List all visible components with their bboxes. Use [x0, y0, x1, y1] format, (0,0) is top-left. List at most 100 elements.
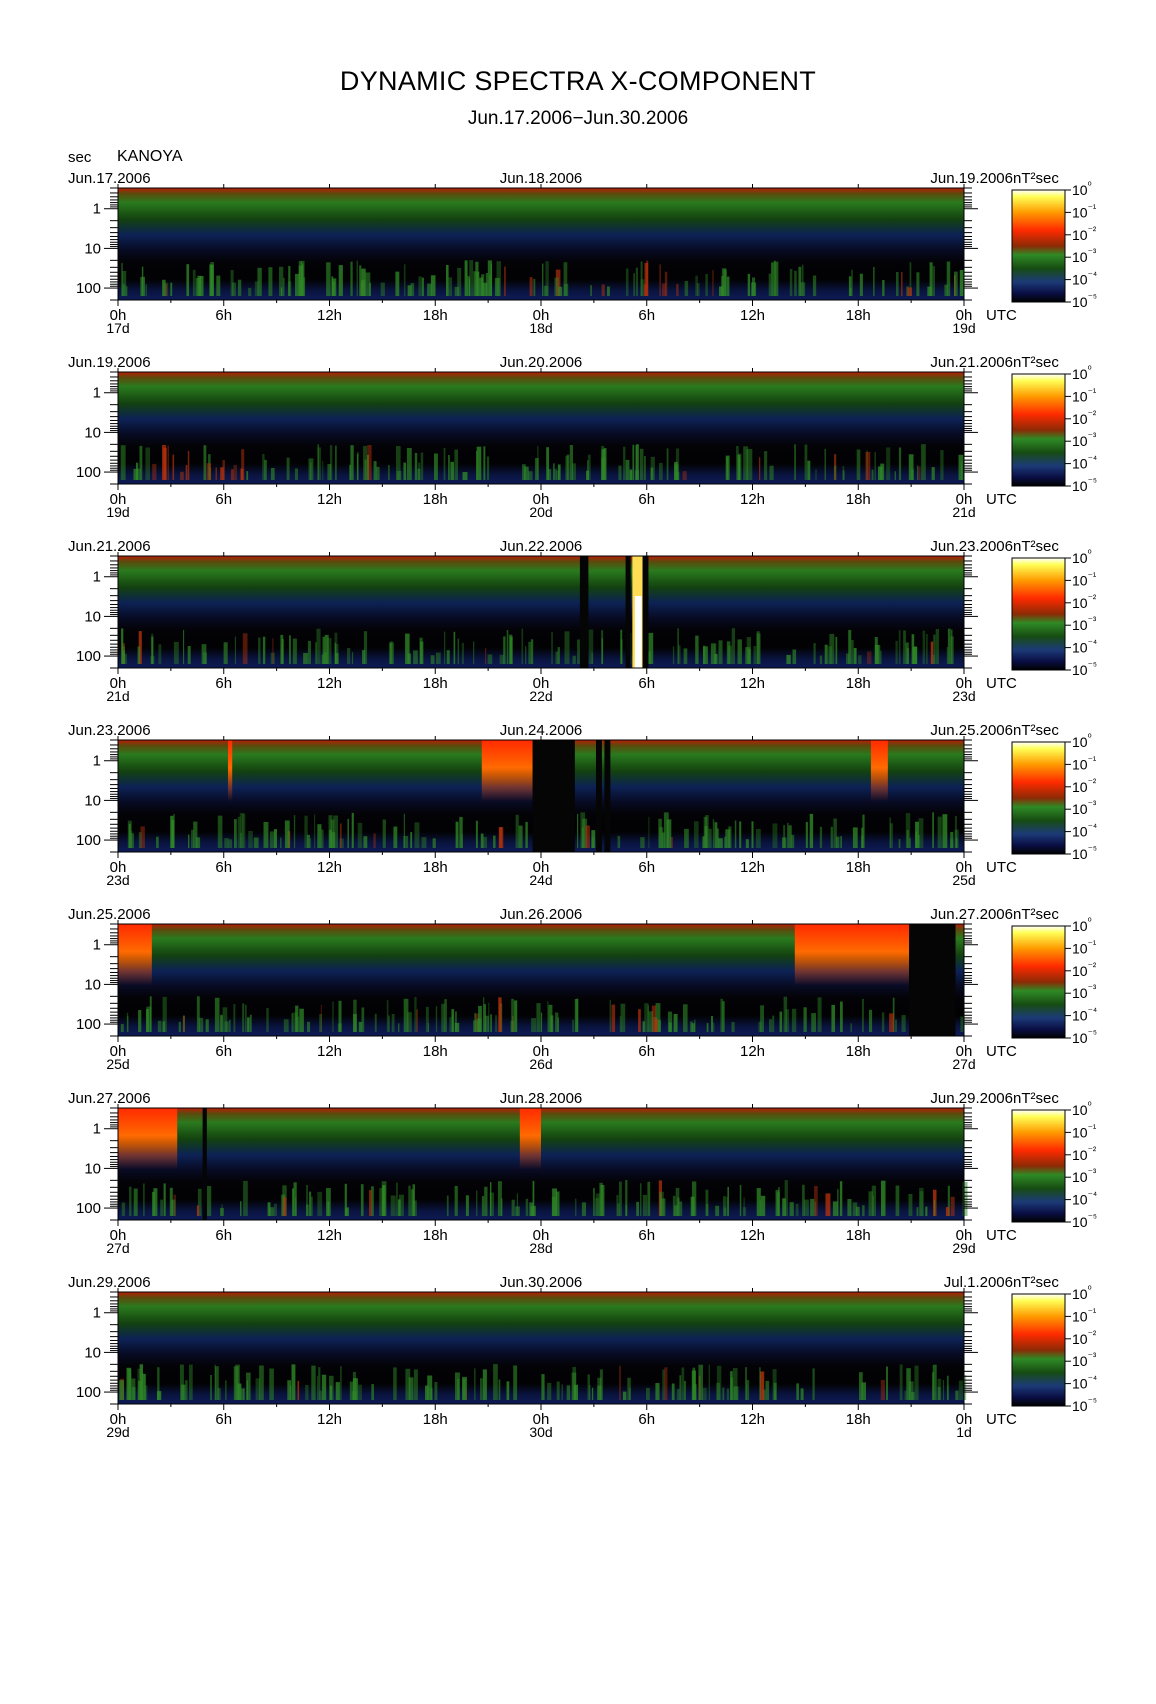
activity-streak — [708, 1364, 710, 1400]
activity-streak — [714, 643, 717, 664]
activity-streak — [295, 1197, 297, 1216]
activity-streak — [743, 446, 749, 480]
activity-streak — [871, 1185, 876, 1216]
activity-streak — [765, 1380, 770, 1400]
activity-streak — [807, 460, 811, 480]
activity-streak — [365, 272, 371, 296]
activity-streak — [138, 631, 142, 664]
activity-streak — [720, 998, 723, 1032]
y-tick-label: 10 — [84, 1160, 101, 1177]
x-tick-label: 0h — [956, 1227, 973, 1244]
day-label-end: 19d — [952, 320, 975, 336]
colorbar-tick-label: 10⁻⁵ — [1072, 477, 1097, 494]
x-tick-label: 12h — [317, 859, 342, 876]
colorbar-exponent: ⁻¹ — [1088, 939, 1097, 950]
y-tick-label: 1 — [93, 937, 101, 954]
x-tick-label: 12h — [740, 675, 765, 692]
activity-streak — [156, 836, 159, 848]
activity-streak — [764, 451, 768, 480]
activity-streak — [332, 1001, 334, 1032]
activity-streak — [705, 1189, 709, 1216]
activity-streak — [364, 459, 367, 480]
activity-streak — [489, 1192, 494, 1216]
activity-streak — [196, 1205, 199, 1216]
activity-streak — [591, 652, 593, 664]
activity-streak — [414, 997, 417, 1032]
activity-streak — [647, 1005, 649, 1032]
activity-streak — [555, 470, 560, 480]
day-label-mid: 30d — [529, 1424, 552, 1440]
activity-streak — [398, 1023, 400, 1032]
activity-streak — [960, 1016, 964, 1032]
x-tick-label: 6h — [215, 675, 232, 692]
activity-streak — [414, 453, 418, 480]
panel-start-date: Jun.27.2006 — [68, 1090, 151, 1107]
activity-streak — [461, 642, 464, 664]
colorbar-exponent: ⁻³ — [1088, 432, 1097, 443]
panel-end-date: Jun.23.2006 — [930, 538, 1013, 555]
activity-streak — [651, 1005, 657, 1032]
activity-streak — [678, 645, 681, 664]
activity-streak — [661, 283, 666, 296]
activity-streak — [536, 1003, 541, 1032]
intense-event — [118, 924, 152, 986]
activity-streak — [727, 1186, 729, 1216]
activity-streak — [909, 262, 912, 296]
day-label-mid: 22d — [529, 688, 552, 704]
activity-streak — [625, 1180, 628, 1216]
activity-streak — [232, 282, 236, 296]
x-tick-label: 6h — [215, 1227, 232, 1244]
activity-streak — [297, 1380, 300, 1400]
activity-streak — [345, 1207, 349, 1216]
y-tick-label: 1 — [93, 201, 101, 218]
activity-streak — [915, 821, 919, 848]
activity-streak — [321, 654, 324, 664]
activity-streak — [672, 1195, 676, 1216]
activity-streak — [719, 286, 724, 296]
activity-streak — [340, 1366, 342, 1400]
activity-streak — [329, 829, 333, 848]
activity-streak — [416, 1009, 418, 1032]
activity-streak — [390, 641, 393, 664]
activity-streak — [648, 816, 650, 848]
colorbar-tick-label: 10⁻² — [1072, 594, 1097, 611]
activity-streak — [640, 1183, 642, 1216]
activity-streak — [253, 837, 259, 848]
day-label-mid: 24d — [529, 872, 552, 888]
activity-streak — [907, 287, 912, 296]
activity-streak — [918, 835, 920, 848]
activity-streak — [921, 444, 926, 480]
activity-streak — [185, 465, 188, 480]
activity-streak — [745, 647, 751, 664]
activity-streak — [531, 1018, 536, 1032]
activity-streak — [187, 450, 190, 480]
activity-streak — [886, 447, 891, 480]
activity-streak — [316, 628, 321, 664]
activity-streak — [670, 837, 673, 848]
activity-streak — [676, 448, 680, 480]
activity-streak — [480, 833, 484, 848]
activity-streak — [427, 1023, 429, 1032]
intense-event — [227, 740, 233, 802]
activity-streak — [627, 1377, 631, 1400]
activity-streak — [220, 1207, 224, 1216]
activity-streak — [747, 273, 751, 296]
activity-streak — [632, 444, 634, 480]
activity-streak — [730, 1371, 733, 1400]
activity-streak — [228, 839, 233, 848]
colorbar-tick-label: 10⁻² — [1072, 778, 1097, 795]
activity-streak — [889, 817, 891, 848]
activity-streak — [374, 1013, 377, 1032]
activity-streak — [299, 1008, 304, 1032]
activity-streak — [708, 828, 712, 848]
x-tick-label: 6h — [638, 307, 655, 324]
activity-streak — [162, 279, 166, 296]
panel-end-date: Jun.29.2006 — [930, 1090, 1013, 1107]
activity-streak — [270, 468, 275, 480]
activity-streak — [335, 1382, 340, 1400]
activity-streak — [245, 1004, 247, 1032]
activity-streak — [352, 1371, 356, 1400]
y-tick-label: 10 — [84, 240, 101, 257]
activity-streak — [479, 277, 483, 296]
